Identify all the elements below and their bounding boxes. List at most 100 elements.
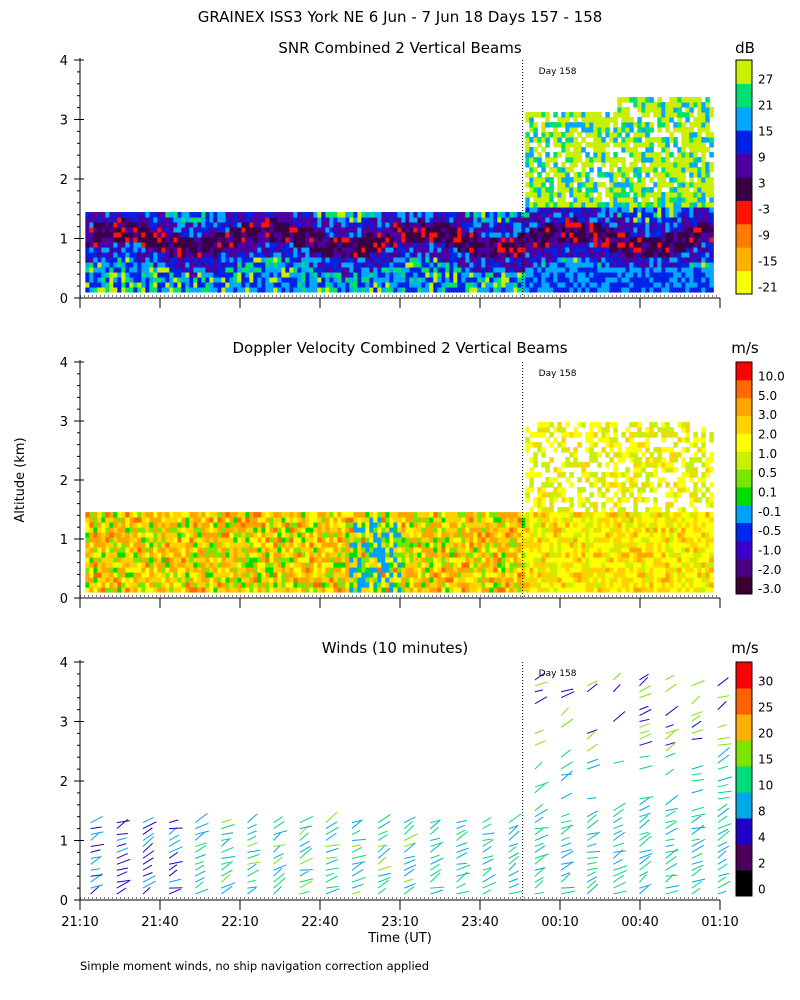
doppler-cell: [113, 552, 118, 558]
doppler-cell: [133, 587, 138, 593]
snr-cell: [117, 252, 122, 258]
snr-cell: [677, 267, 682, 273]
doppler-cell: [161, 537, 166, 543]
snr-cell: [341, 227, 346, 233]
snr-cell: [261, 282, 266, 288]
snr-cell: [457, 212, 462, 218]
doppler-cell: [249, 517, 254, 523]
doppler-cell: [189, 517, 194, 523]
snr-cell: [85, 222, 90, 228]
snr-cell: [233, 277, 238, 283]
snr-cell: [341, 212, 346, 218]
snr-cell: [173, 277, 178, 283]
doppler-cell: [389, 537, 394, 543]
doppler-cell: [205, 537, 210, 543]
snr-cell: [349, 257, 354, 263]
snr-cell: [513, 237, 518, 243]
snr-cell: [369, 212, 374, 218]
snr-cell: [541, 137, 546, 143]
snr-cell: [557, 227, 562, 233]
snr-cell: [393, 222, 398, 228]
snr-cell: [277, 272, 282, 278]
doppler-cell: [277, 547, 282, 553]
snr-cell: [161, 227, 166, 233]
snr-cell: [505, 237, 510, 243]
snr-cell: [301, 212, 306, 218]
doppler-cell: [161, 512, 166, 518]
doppler-cell: [457, 522, 462, 528]
snr-cell: [457, 237, 462, 243]
snr-cell: [145, 282, 150, 288]
snr-cell: [269, 232, 274, 238]
snr-cell: [109, 272, 114, 278]
doppler-cell: [253, 532, 258, 538]
snr-cell: [353, 212, 358, 218]
snr-cell: [537, 272, 542, 278]
doppler-cell: [417, 572, 422, 578]
snr-cell: [701, 102, 706, 108]
snr-cell: [633, 147, 638, 153]
snr-cell: [573, 242, 578, 248]
snr-cell: [153, 227, 158, 233]
snr-cell: [217, 282, 222, 288]
snr-cell: [597, 127, 602, 133]
snr-cell: [285, 262, 290, 268]
snr-cell: [169, 212, 174, 218]
snr-cell: [649, 242, 654, 248]
snr-cell: [177, 282, 182, 288]
snr-cell: [525, 202, 530, 208]
snr-cell: [433, 222, 438, 228]
doppler-cell: [337, 512, 342, 518]
snr-cell: [581, 147, 586, 153]
doppler-cell: [397, 527, 402, 533]
snr-cell: [125, 257, 130, 263]
snr-cell: [701, 202, 706, 208]
doppler-cell: [393, 587, 398, 593]
snr-cell: [289, 272, 294, 278]
snr-cell: [489, 272, 494, 278]
snr-cell: [581, 217, 586, 223]
snr-cell: [577, 287, 582, 293]
snr-cell: [365, 247, 370, 253]
snr-cell: [613, 187, 618, 193]
snr-cell: [473, 257, 478, 263]
doppler-cell: [245, 572, 250, 578]
doppler-cell: [237, 582, 242, 588]
snr-cell: [89, 252, 94, 258]
doppler-cell: [361, 572, 366, 578]
doppler-cell: [305, 587, 310, 593]
doppler-cell: [285, 512, 290, 518]
doppler-cell: [225, 562, 230, 568]
doppler-cell: [361, 552, 366, 558]
snr-cell: [533, 127, 538, 133]
doppler-cell: [117, 512, 122, 518]
doppler-cell: [293, 557, 298, 563]
snr-cell: [329, 237, 334, 243]
doppler-cell: [381, 577, 386, 583]
snr-cell: [509, 242, 514, 248]
snr-cell: [545, 247, 550, 253]
snr-cell: [589, 217, 594, 223]
doppler-cell: [229, 547, 234, 553]
snr-cell: [357, 232, 362, 238]
doppler-cell: [181, 517, 186, 523]
snr-cell: [477, 212, 482, 218]
snr-cell: [269, 227, 274, 233]
doppler-cell: [325, 537, 330, 543]
doppler-cell: [261, 527, 266, 533]
colorbar-swatch: [736, 106, 752, 131]
snr-cell: [681, 187, 686, 193]
snr-cell: [601, 157, 606, 163]
doppler-cell: [337, 527, 342, 533]
colorbar-swatch: [736, 177, 752, 201]
doppler-cell: [97, 587, 102, 593]
snr-cell: [361, 232, 366, 238]
doppler-cell: [105, 562, 110, 568]
doppler-cell: [205, 512, 210, 518]
doppler-cell: [473, 557, 478, 563]
snr-cell: [313, 227, 318, 233]
snr-cell: [285, 232, 290, 238]
snr-cell: [561, 122, 566, 128]
snr-cell: [369, 282, 374, 288]
